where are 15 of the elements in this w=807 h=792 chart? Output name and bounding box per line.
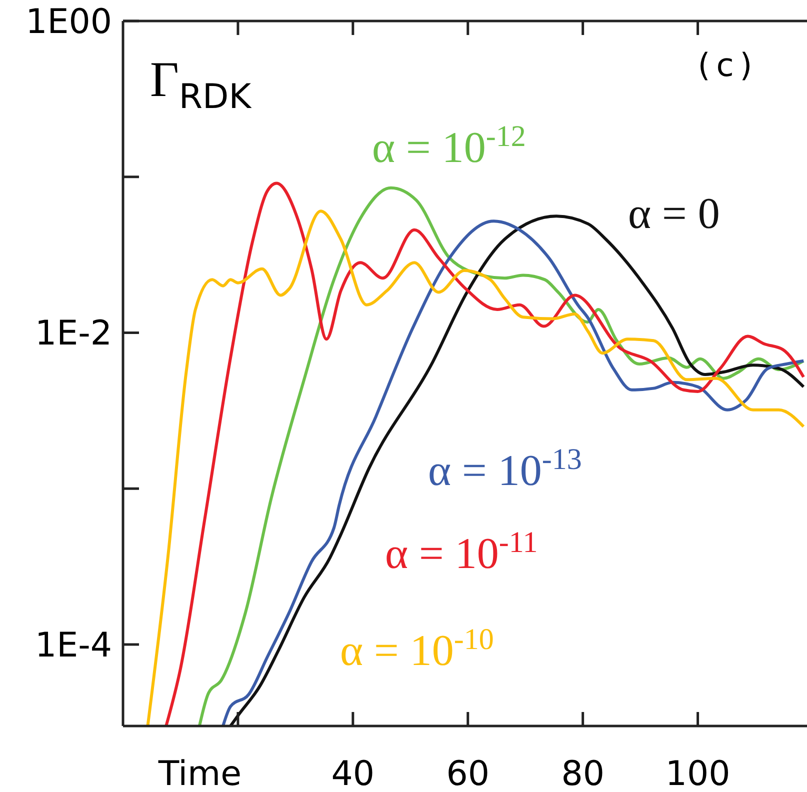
series-label: α = 10$^{-13}$ xyxy=(428,442,582,495)
x-tick-label: 100 xyxy=(665,754,730,792)
text: α = 10$^{-11}$ xyxy=(385,526,538,578)
y-tick-label: 1E00 xyxy=(26,2,112,42)
series-label: α = 10$^{-12}$ xyxy=(372,120,526,172)
x-tick-label: 60 xyxy=(446,754,490,792)
series-label: α = 0 xyxy=(628,189,720,238)
text: α = 10$^{-10}$ xyxy=(340,622,494,675)
x-axis-title: Time xyxy=(157,754,242,792)
x-tick-label: 80 xyxy=(561,754,604,792)
y-tick-label: 1E-4 xyxy=(34,625,112,666)
annotation: (c) xyxy=(698,46,758,84)
y-axis-title: Γ$_{RDK}$ xyxy=(150,51,253,117)
y-tick-label: 1E-2 xyxy=(34,314,112,354)
x-tick-label: 40 xyxy=(331,754,375,792)
